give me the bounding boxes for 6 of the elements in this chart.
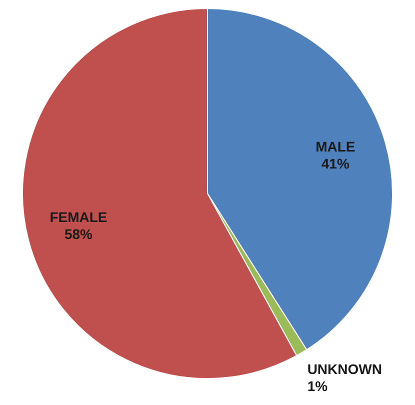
slice-label: MALE — [316, 138, 356, 155]
data-label: 41% — [321, 156, 350, 172]
data-label: 1% — [307, 378, 328, 394]
slice-label: FEMALE — [50, 208, 108, 225]
data-label: 58% — [64, 226, 94, 242]
slice-label: UNKNOWN — [307, 361, 382, 378]
